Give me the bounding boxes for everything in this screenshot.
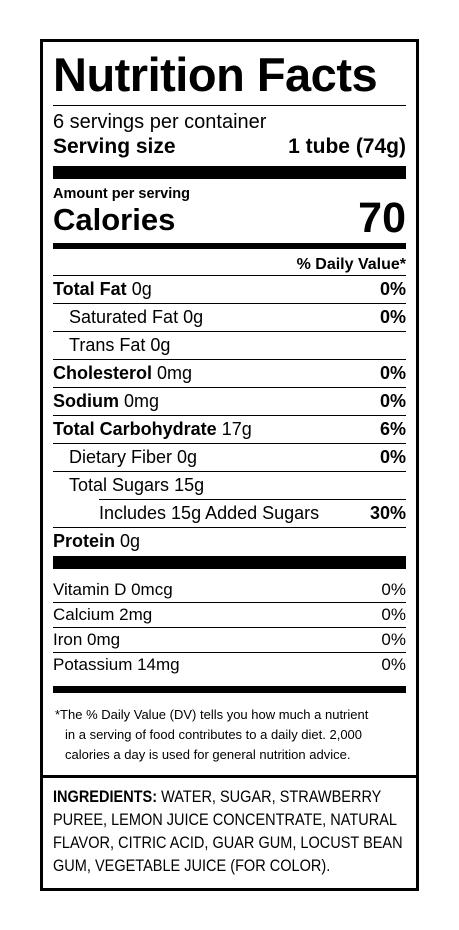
nutrient-name: Trans Fat	[69, 334, 146, 355]
nutrient-row-cholesterol: Cholesterol 0mg 0%	[53, 359, 406, 387]
footnote-line: in a serving of food contributes to a da…	[65, 727, 363, 742]
nutrient-dv: 0%	[379, 390, 406, 411]
row-divider	[53, 303, 406, 304]
medium-divider-bottom	[53, 686, 406, 693]
row-divider	[53, 602, 406, 603]
row-divider	[53, 387, 406, 388]
nutrient-row-saturated-fat: Saturated Fat 0g 0%	[53, 303, 406, 331]
nutrient-amount: 0g	[150, 334, 171, 355]
vitamin-row-vitamin-d: Vitamin D 0mcg 0%	[53, 578, 406, 602]
vitamin-name: Vitamin D 0mcg	[53, 580, 173, 599]
nutrient-amount: 0mg	[157, 362, 193, 383]
nutrient-row-trans-fat: Trans Fat 0g	[53, 331, 406, 359]
vitamin-dv: 0%	[381, 630, 406, 649]
nutrient-row-added-sugars: Includes 15g Added Sugars 30%	[53, 499, 406, 527]
amount-per-serving: Amount per serving	[53, 186, 190, 202]
nutrient-name: Dietary Fiber	[69, 446, 173, 467]
ingredients-label: INGREDIENTS:	[53, 788, 158, 806]
thick-divider-middle	[53, 556, 406, 569]
row-divider	[53, 471, 406, 472]
nutrient-dv: 0%	[379, 306, 406, 327]
vitamin-row-calcium: Calcium 2mg 0%	[53, 603, 406, 627]
row-divider	[53, 627, 406, 628]
row-divider	[53, 443, 406, 444]
vitamin-dv: 0%	[381, 580, 406, 599]
nutrient-amount: 0g	[177, 446, 198, 467]
nutrient-dv: 0%	[379, 278, 406, 299]
nutrient-row-total-fat: Total Fat 0g 0%	[53, 275, 406, 303]
vitamin-row-potassium: Potassium 14mg 0%	[53, 653, 406, 677]
nutrient-amount: 0mg	[124, 390, 160, 411]
nutrient-row-total-sugars: Total Sugars 15g	[53, 471, 406, 499]
daily-value-header: % Daily Value*	[296, 256, 406, 273]
ingredients-section: INGREDIENTS: WATER, SUGAR, STRAWBERRY PU…	[43, 775, 416, 888]
nutrient-name: Total Carbohydrate	[53, 418, 217, 439]
calories-row: Calories 70	[53, 196, 406, 240]
vitamin-row-iron: Iron 0mg 0%	[53, 628, 406, 652]
nutrient-amount: 0g	[131, 278, 152, 299]
nutrient-name: Protein	[53, 530, 116, 551]
nutrient-row-protein: Protein 0g	[53, 527, 406, 555]
row-divider	[53, 359, 406, 360]
nutrient-row-total-carbohydrate: Total Carbohydrate 17g 6%	[53, 415, 406, 443]
footnote-line: *The % Daily Value (DV) tells you how mu…	[55, 707, 369, 722]
nutrient-dv: 30%	[369, 502, 406, 523]
nutrient-name: Total Sugars	[69, 474, 170, 495]
title-divider	[53, 105, 406, 106]
nutrient-row-dietary-fiber: Dietary Fiber 0g 0%	[53, 443, 406, 471]
serving-size-label: Serving size	[53, 135, 176, 158]
label-title: Nutrition Facts	[53, 48, 378, 101]
nutrient-name: Sodium	[53, 390, 119, 411]
nutrient-amount: 0g	[120, 530, 141, 551]
nutrient-row-sodium: Sodium 0mg 0%	[53, 387, 406, 415]
row-divider	[53, 652, 406, 653]
serving-size-row: Serving size 1 tube (74g)	[53, 134, 406, 160]
nutrient-name: Cholesterol	[53, 362, 153, 383]
medium-divider	[53, 243, 406, 249]
row-divider	[53, 415, 406, 416]
nutrient-amount: 15g	[174, 474, 205, 495]
vitamin-name: Potassium 14mg	[53, 655, 180, 674]
calories-value: 70	[358, 194, 406, 242]
nutrient-name: Includes 15g Added Sugars	[99, 502, 320, 523]
ingredients-list: WATER, SUGAR, STRAWBERRY PUREE, LEMON JU…	[53, 788, 403, 875]
thick-divider-top	[53, 166, 406, 179]
footnote-line: calories a day is used for general nutri…	[65, 747, 351, 762]
nutrient-name: Saturated Fat	[69, 306, 179, 327]
vitamin-dv: 0%	[381, 605, 406, 624]
nutrient-dv: 0%	[379, 446, 406, 467]
vitamin-name: Calcium 2mg	[53, 605, 153, 624]
serving-size-value: 1 tube (74g)	[288, 135, 406, 158]
nutrient-amount: 17g	[221, 418, 252, 439]
nutrient-dv: 6%	[379, 418, 406, 439]
nutrient-amount: 0g	[183, 306, 204, 327]
vitamin-name: Iron 0mg	[53, 630, 121, 649]
row-divider	[53, 527, 406, 528]
nutrient-dv: 0%	[379, 362, 406, 383]
nutrition-facts-label: Nutrition Facts 6 servings per container…	[40, 39, 419, 891]
vitamin-dv: 0%	[381, 655, 406, 674]
footnote: *The % Daily Value (DV) tells you how mu…	[53, 705, 406, 765]
row-divider	[99, 499, 406, 500]
nutrient-name: Total Fat	[53, 278, 127, 299]
row-divider	[53, 275, 406, 276]
ingredients-text-block: INGREDIENTS: WATER, SUGAR, STRAWBERRY PU…	[53, 786, 409, 878]
row-divider	[53, 331, 406, 332]
calories-label: Calories	[53, 202, 176, 237]
servings-per-container: 6 servings per container	[53, 111, 267, 133]
